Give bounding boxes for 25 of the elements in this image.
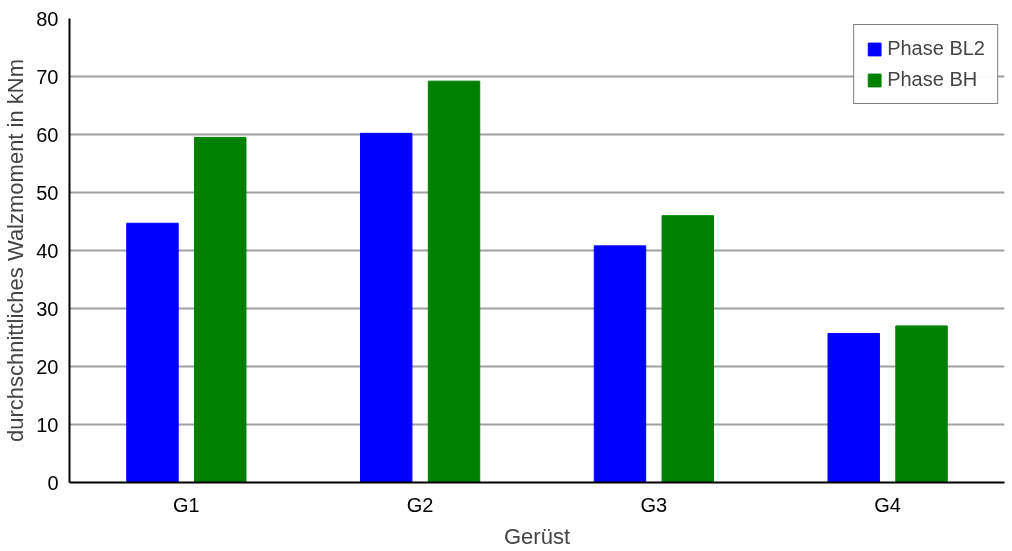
legend-label: Phase BL2	[887, 37, 985, 60]
x-tick-label: G3	[640, 493, 668, 516]
x-tick-label: G2	[406, 493, 434, 516]
y-tick-label: 0	[47, 471, 59, 494]
y-tick-label: 10	[36, 413, 59, 436]
y-axis-title: durchschnittliches Walzmoment in kNm	[3, 58, 29, 443]
y-tick-label: 50	[36, 181, 59, 204]
bar	[194, 136, 247, 483]
y-tick-label: 20	[36, 355, 59, 378]
bar	[827, 332, 880, 483]
bar	[360, 132, 413, 483]
y-tick-label: 40	[36, 239, 59, 262]
bar	[427, 80, 481, 483]
bar	[593, 245, 647, 483]
legend-label: Phase BH	[887, 68, 978, 91]
y-tick-label: 70	[36, 65, 59, 88]
y-tick-label: 80	[36, 7, 59, 30]
bar	[661, 215, 714, 483]
y-tick-label: 30	[36, 297, 59, 320]
x-tick-label: G1	[173, 493, 200, 516]
bar	[126, 222, 179, 483]
x-axis-title: Gerüst	[503, 523, 571, 549]
y-tick-label: 60	[36, 123, 59, 146]
bar	[895, 325, 948, 483]
x-tick-label: G4	[874, 493, 901, 516]
